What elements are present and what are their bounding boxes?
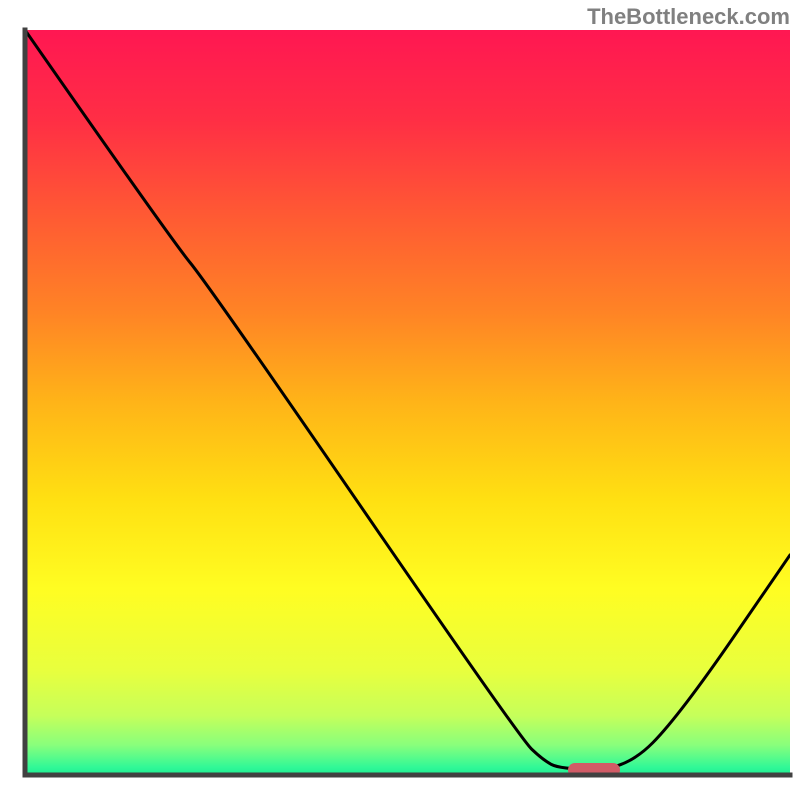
chart-background bbox=[25, 30, 790, 775]
watermark-text: TheBottleneck.com bbox=[587, 4, 790, 30]
bottleneck-chart bbox=[0, 0, 800, 800]
